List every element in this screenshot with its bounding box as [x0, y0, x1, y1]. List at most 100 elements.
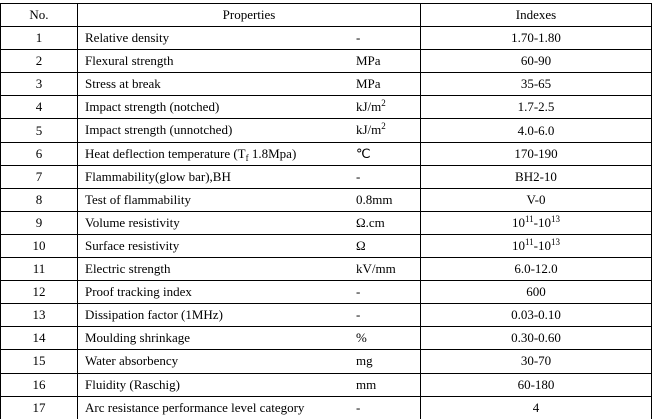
row-number: 5: [0, 118, 78, 143]
index-value: 1011-1013: [420, 210, 652, 235]
property-cell: Test of flammability 0.8mm: [77, 187, 421, 212]
property-name: Heat deflection temperature (Tf 1.8Mpa): [85, 145, 297, 163]
row-number: 1: [0, 26, 78, 51]
row-number: 6: [0, 141, 78, 166]
property-cell: Electric strength kV/mm: [77, 257, 421, 282]
row-number: 12: [0, 280, 78, 305]
property-cell: Moulding shrinkage%: [77, 326, 421, 351]
table-row: 4 Impact strength (notched) kJ/m2 1.7-2.5: [0, 95, 652, 120]
row-number: 17: [0, 395, 78, 419]
property-name: Stress at break: [85, 76, 161, 92]
index-value: V-0: [420, 187, 652, 212]
property-unit: -: [356, 168, 361, 184]
index-value: 0.03-0.10: [420, 303, 652, 328]
index-value: 1011-1013: [420, 233, 652, 259]
table-row: 6 Heat deflection temperature (Tf 1.8Mpa)…: [0, 141, 652, 166]
property-cell: Surface resistivity Ω: [77, 233, 421, 259]
table-row: 2 Flexural strength MPa 60-90: [0, 49, 652, 74]
property-name: Arc resistance performance level categor…: [85, 399, 305, 415]
row-number: 9: [0, 210, 78, 235]
table-row: 7 Flammability(glow bar),BH - BH2-10: [0, 164, 652, 189]
table-row: 9 Volume resistivity Ω.cm 1011-1013: [0, 210, 652, 235]
property-cell: Relative density -: [77, 26, 421, 51]
table-row: 1 Relative density - 1.70-1.80: [0, 26, 652, 51]
property-unit: MPa: [356, 76, 381, 92]
table-row: 8 Test of flammability 0.8mm V-0: [0, 187, 652, 212]
index-value: 30-70: [420, 349, 652, 374]
property-name: Volume resistivity: [85, 214, 180, 230]
property-unit: MPa: [356, 53, 381, 69]
index-value: BH2-10: [420, 164, 652, 189]
property-unit: kJ/m2: [356, 98, 386, 115]
property-unit: Ω.cm: [356, 214, 385, 230]
index-value: 1.7-2.5: [420, 95, 652, 120]
index-value: 0.30-0.60: [420, 326, 652, 351]
property-name: Flammability(glow bar),BH: [85, 168, 231, 184]
table-row: 12 Proof tracking index - 600: [0, 280, 652, 305]
row-number: 2: [0, 49, 78, 74]
row-number: 11: [0, 257, 78, 282]
property-unit: -: [356, 307, 361, 323]
row-number: 4: [0, 95, 78, 120]
table-row: 15 Water absorbency mg 30-70: [0, 349, 652, 374]
index-value: 4: [420, 395, 652, 419]
index-value: 1.70-1.80: [420, 26, 652, 51]
header-properties: Properties: [77, 2, 421, 28]
property-cell: Dissipation factor (1MHz) -: [77, 303, 421, 328]
table-row: 17 Arc resistance performance level categ…: [0, 395, 652, 419]
row-number: 7: [0, 164, 78, 189]
property-name: Fluidity (Raschig): [85, 376, 180, 392]
property-name: Surface resistivity: [85, 237, 180, 253]
table-row: 11 Electric strength kV/mm 6.0-12.0: [0, 257, 652, 282]
property-unit: kV/mm: [356, 261, 396, 277]
property-cell: Impact strength (notched) kJ/m2: [77, 95, 421, 120]
property-unit: kJ/m2: [356, 121, 386, 138]
index-value: 60-180: [420, 372, 652, 397]
table-row: 3 Stress at break MPa 35-65: [0, 72, 652, 97]
property-unit: %: [356, 330, 367, 346]
property-name: Dissipation factor (1MHz): [85, 307, 223, 323]
property-unit: ℃: [356, 145, 371, 161]
property-unit: mm: [356, 376, 377, 392]
row-number: 14: [0, 326, 78, 351]
property-cell: Water absorbency mg: [77, 349, 421, 374]
index-value: 600: [420, 280, 652, 305]
header-row: No. Properties Indexes: [0, 2, 652, 28]
row-number: 3: [0, 72, 78, 97]
table-row: 10 Surface resistivity Ω 1011-1013: [0, 233, 652, 259]
property-name: Relative density: [85, 30, 170, 46]
index-value: 35-65: [420, 72, 652, 97]
property-name: Impact strength (unnotched): [85, 122, 233, 138]
row-number: 8: [0, 187, 78, 212]
row-number: 16: [0, 372, 78, 397]
property-unit: -: [356, 284, 361, 300]
table-row: 5 Impact strength (unnotched) kJ/m2 4.0-6.0: [0, 118, 652, 143]
property-unit: 0.8mm: [356, 191, 393, 207]
property-name: Moulding shrinkage: [85, 330, 191, 346]
property-unit: -: [356, 399, 361, 415]
index-value: 6.0-12.0: [420, 257, 652, 282]
row-number: 10: [0, 233, 78, 259]
index-value: 4.0-6.0: [420, 118, 652, 143]
property-cell: Flexural strength MPa: [77, 49, 421, 74]
property-unit: -: [356, 30, 361, 46]
property-name: Proof tracking index: [85, 284, 192, 300]
index-value: 60-90: [420, 49, 652, 74]
property-cell: Proof tracking index -: [77, 280, 421, 305]
property-cell: Volume resistivity Ω.cm: [77, 210, 421, 235]
index-value: 170-190: [420, 141, 652, 166]
table-row: 13 Dissipation factor (1MHz) - 0.03-0.10: [0, 303, 652, 328]
property-cell: Stress at break MPa: [77, 72, 421, 97]
table-row: 16 Fluidity (Raschig) mm 60-180: [0, 372, 652, 397]
property-name: Flexural strength: [85, 53, 174, 69]
row-number: 15: [0, 349, 78, 374]
property-cell: Flammability(glow bar),BH -: [77, 164, 421, 189]
property-name: Electric strength: [85, 261, 171, 277]
header-indexes: Indexes: [420, 2, 652, 28]
row-number: 13: [0, 303, 78, 328]
property-unit: mg: [356, 353, 373, 369]
header-no: No.: [0, 2, 78, 28]
property-cell: Fluidity (Raschig) mm: [77, 372, 421, 397]
property-unit: Ω: [356, 237, 366, 253]
